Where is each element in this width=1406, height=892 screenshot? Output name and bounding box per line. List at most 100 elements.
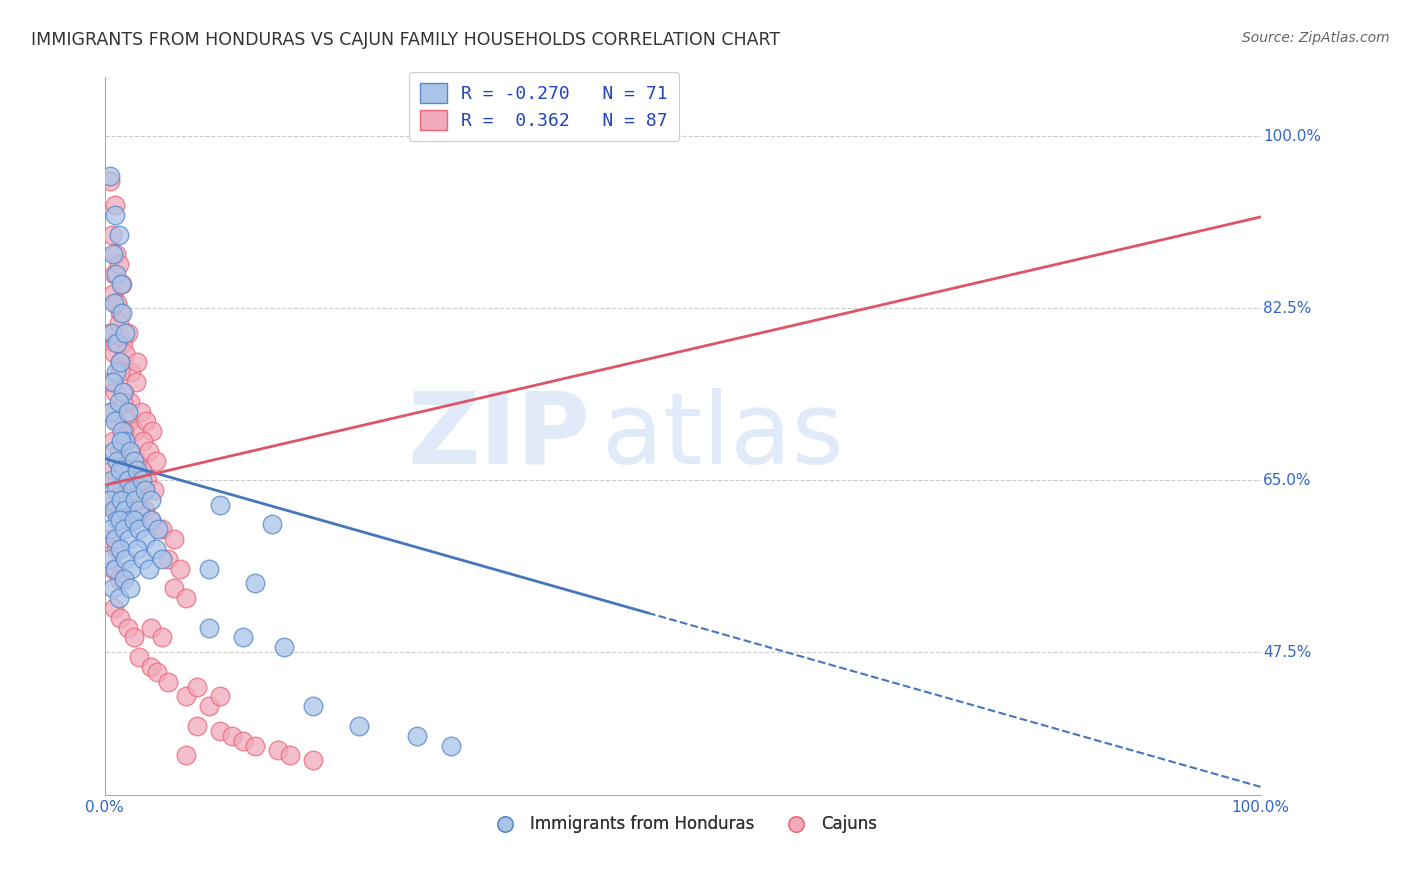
Text: ZIP: ZIP	[408, 387, 591, 484]
Point	[146, 523, 169, 537]
Point	[103, 267, 125, 281]
Point	[108, 542, 131, 557]
Point	[186, 680, 208, 694]
Point	[262, 517, 284, 532]
Point	[112, 335, 135, 350]
Point	[105, 296, 128, 310]
Point	[101, 375, 124, 389]
Point	[112, 384, 135, 399]
Point	[100, 523, 122, 537]
Point	[267, 743, 290, 757]
Point	[163, 533, 186, 547]
Point	[104, 335, 127, 350]
Point	[105, 483, 128, 497]
Point	[103, 502, 125, 516]
Point	[197, 562, 219, 576]
Point	[152, 523, 174, 537]
Point	[197, 621, 219, 635]
Point	[125, 453, 148, 467]
Point	[157, 674, 180, 689]
Point	[232, 631, 254, 645]
Point	[221, 729, 243, 743]
Point	[301, 753, 323, 767]
Point	[174, 748, 197, 763]
Point	[112, 424, 135, 438]
Point	[108, 306, 131, 320]
Point	[141, 424, 163, 438]
Point	[209, 690, 232, 704]
Point	[134, 533, 156, 547]
Point	[100, 492, 122, 507]
Point	[120, 394, 142, 409]
Point	[114, 552, 136, 566]
Legend: Immigrants from Honduras, Cajuns: Immigrants from Honduras, Cajuns	[482, 809, 883, 840]
Point	[112, 384, 135, 399]
Point	[117, 473, 139, 487]
Point	[273, 640, 295, 655]
Point	[118, 533, 141, 547]
Point	[152, 631, 174, 645]
Point	[112, 523, 135, 537]
Point	[100, 473, 122, 487]
Point	[101, 286, 124, 301]
Point	[174, 591, 197, 606]
Point	[114, 502, 136, 516]
Point	[145, 665, 167, 679]
Point	[440, 739, 463, 753]
Point	[243, 739, 266, 753]
Point	[107, 572, 129, 586]
Point	[105, 365, 128, 379]
Point	[143, 483, 166, 497]
Point	[134, 483, 156, 497]
Point	[100, 404, 122, 418]
Point	[105, 267, 128, 281]
Point	[103, 345, 125, 359]
Point	[100, 404, 122, 418]
Point	[101, 434, 124, 448]
Point	[100, 227, 122, 242]
Point	[105, 414, 128, 428]
Point	[125, 542, 148, 557]
Point	[110, 492, 132, 507]
Point	[105, 335, 128, 350]
Point	[125, 463, 148, 477]
Point	[120, 365, 142, 379]
Point	[128, 492, 150, 507]
Point	[110, 434, 132, 448]
Text: atlas: atlas	[602, 387, 844, 484]
Point	[108, 512, 131, 526]
Point	[101, 582, 124, 596]
Point	[163, 582, 186, 596]
Point	[136, 473, 159, 487]
Point	[122, 453, 145, 467]
Point	[243, 576, 266, 591]
Point	[114, 345, 136, 359]
Text: 47.5%: 47.5%	[1263, 645, 1312, 660]
Point	[131, 473, 153, 487]
Point	[209, 723, 232, 738]
Point	[139, 512, 162, 526]
Point	[121, 483, 143, 497]
Point	[104, 198, 127, 212]
Point	[105, 473, 128, 487]
Point	[132, 434, 155, 448]
Point	[128, 523, 150, 537]
Point	[107, 257, 129, 271]
Point	[107, 591, 129, 606]
Point	[108, 355, 131, 369]
Point	[278, 748, 301, 763]
Text: IMMIGRANTS FROM HONDURAS VS CAJUN FAMILY HOUSEHOLDS CORRELATION CHART: IMMIGRANTS FROM HONDURAS VS CAJUN FAMILY…	[31, 31, 780, 49]
Point	[405, 729, 427, 743]
Point	[100, 492, 122, 507]
Point	[122, 512, 145, 526]
Point	[120, 582, 142, 596]
Point	[139, 621, 162, 635]
Point	[108, 611, 131, 625]
Point	[134, 502, 156, 516]
Point	[118, 473, 141, 487]
Point	[125, 375, 148, 389]
Point	[100, 552, 122, 566]
Point	[117, 621, 139, 635]
Point	[100, 533, 122, 547]
Point	[135, 414, 157, 428]
